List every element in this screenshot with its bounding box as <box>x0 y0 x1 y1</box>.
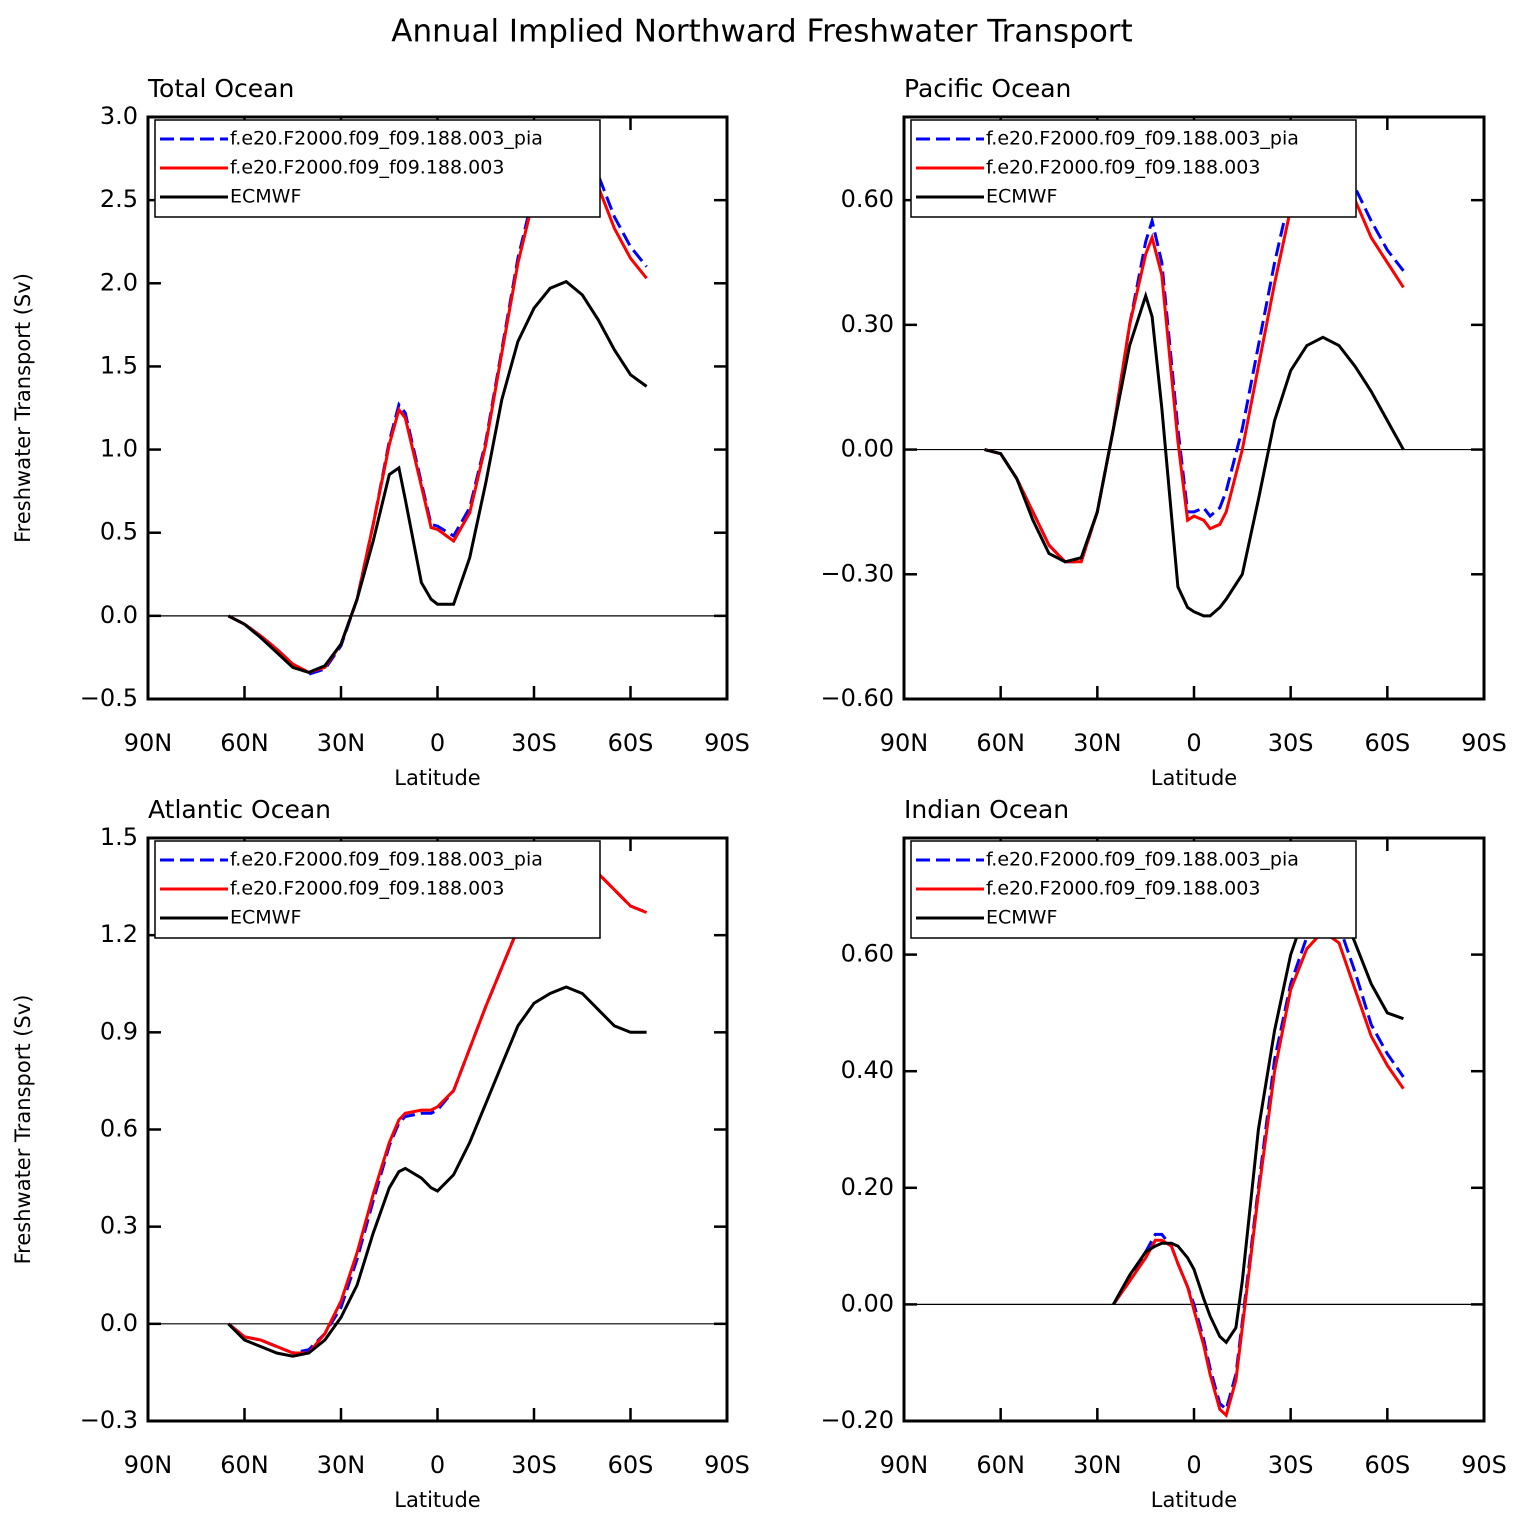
x-tick-label: 60N <box>976 729 1025 757</box>
x-tick-label: 90S <box>1461 729 1507 757</box>
legend-box <box>910 119 1357 218</box>
y-tick-label: 0.60 <box>841 185 894 213</box>
x-tick-label: 0 <box>430 1451 445 1479</box>
legend-label: f.e20.F2000.f09_f09.188.003 <box>986 157 1260 179</box>
y-tick-label: 1.5 <box>100 351 138 379</box>
y-tick-label: 2.5 <box>100 185 138 213</box>
series-line <box>1112 911 1405 1413</box>
y-tick-label: 1.0 <box>100 435 138 463</box>
x-tick-label: 30S <box>1268 1451 1314 1479</box>
x-tick-label: 60S <box>1364 729 1410 757</box>
x-axis-label: Latitude <box>394 766 480 790</box>
x-tick-label: 90S <box>704 1451 750 1479</box>
y-axis-label: Freshwater Transport (Sv) <box>11 273 35 543</box>
y-tick-label: 0.00 <box>841 435 894 463</box>
y-tick-label: 0.20 <box>841 1173 894 1201</box>
y-tick-label: −0.30 <box>820 559 894 587</box>
figure-title: Annual Implied Northward Freshwater Tran… <box>391 14 1132 50</box>
x-tick-label: 90S <box>1461 1451 1507 1479</box>
x-tick-label: 30S <box>511 1451 557 1479</box>
legend-label: ECMWF <box>986 186 1057 208</box>
x-tick-label: 90N <box>880 729 929 757</box>
series-line <box>227 145 648 675</box>
y-tick-label: 0.60 <box>841 940 894 968</box>
x-tick-label: 90N <box>124 729 173 757</box>
y-tick-label: 0.5 <box>100 518 138 546</box>
series-line <box>227 845 648 1355</box>
y-tick-label: 0.40 <box>841 1056 894 1084</box>
x-axis-label: Latitude <box>394 1488 480 1512</box>
y-axis-label: Freshwater Transport (Sv) <box>11 995 35 1265</box>
x-axis-label: Latitude <box>1151 766 1237 790</box>
x-tick-label: 0 <box>1186 729 1201 757</box>
legend-label: f.e20.F2000.f09_f09.188.003 <box>986 878 1260 900</box>
x-tick-label: 0 <box>430 729 445 757</box>
x-tick-label: 60S <box>608 1451 654 1479</box>
x-tick-label: 90N <box>880 1451 929 1479</box>
legend-label: f.e20.F2000.f09_f09.188.003_pia <box>230 128 543 150</box>
y-tick-label: 0.0 <box>100 1309 138 1337</box>
y-tick-label: 0.6 <box>100 1115 138 1143</box>
y-tick-label: −0.3 <box>80 1406 138 1434</box>
x-tick-label: 90S <box>704 729 750 757</box>
legend-label: f.e20.F2000.f09_f09.188.003 <box>230 878 504 900</box>
legend-label: f.e20.F2000.f09_f09.188.003_pia <box>986 128 1299 150</box>
x-axis-label: Latitude <box>1151 1488 1237 1512</box>
series-line <box>984 290 1405 618</box>
x-tick-label: 60N <box>220 1451 269 1479</box>
x-tick-label: 30N <box>317 729 366 757</box>
y-tick-label: −0.5 <box>80 684 138 712</box>
x-tick-label: 30N <box>1073 729 1122 757</box>
legend-box <box>154 840 601 939</box>
series-line <box>227 279 648 674</box>
y-tick-label: 1.5 <box>100 823 138 851</box>
x-tick-label: 60S <box>1364 1451 1410 1479</box>
x-tick-label: 60N <box>976 1451 1025 1479</box>
panel-title: Pacific Ocean <box>904 74 1071 103</box>
y-tick-label: 2.0 <box>100 268 138 296</box>
legend-box <box>154 119 601 218</box>
legend-label: ECMWF <box>230 186 301 208</box>
y-tick-label: 1.2 <box>100 920 138 948</box>
legend-label: f.e20.F2000.f09_f09.188.003 <box>230 157 504 179</box>
panel-title: Atlantic Ocean <box>148 795 331 824</box>
y-tick-label: −0.60 <box>820 684 894 712</box>
panel-title: Indian Ocean <box>904 795 1069 824</box>
series-line <box>227 985 647 1358</box>
series-line <box>984 156 1405 564</box>
y-tick-label: 0.0 <box>100 601 138 629</box>
x-tick-label: 0 <box>1186 1451 1201 1479</box>
y-tick-label: 0.30 <box>841 310 894 338</box>
x-tick-label: 60N <box>220 729 269 757</box>
x-tick-label: 30S <box>1268 729 1314 757</box>
series-line <box>1112 929 1405 1418</box>
series-line <box>1112 888 1404 1345</box>
y-tick-label: 3.0 <box>100 102 138 130</box>
legend-label: ECMWF <box>986 907 1057 929</box>
y-tick-label: 0.00 <box>841 1289 894 1317</box>
x-tick-label: 30N <box>317 1451 366 1479</box>
x-tick-label: 90N <box>124 1451 173 1479</box>
x-tick-label: 30N <box>1073 1451 1122 1479</box>
legend-label: f.e20.F2000.f09_f09.188.003_pia <box>986 849 1299 871</box>
legend-label: f.e20.F2000.f09_f09.188.003_pia <box>230 849 543 871</box>
panel-title: Total Ocean <box>147 74 294 103</box>
y-tick-label: 0.3 <box>100 1212 138 1240</box>
legend-box <box>910 840 1357 939</box>
legend-label: ECMWF <box>230 907 301 929</box>
x-tick-label: 60S <box>608 729 654 757</box>
y-tick-label: −0.20 <box>820 1406 894 1434</box>
x-tick-label: 30S <box>511 729 557 757</box>
y-tick-label: 0.9 <box>100 1017 138 1045</box>
